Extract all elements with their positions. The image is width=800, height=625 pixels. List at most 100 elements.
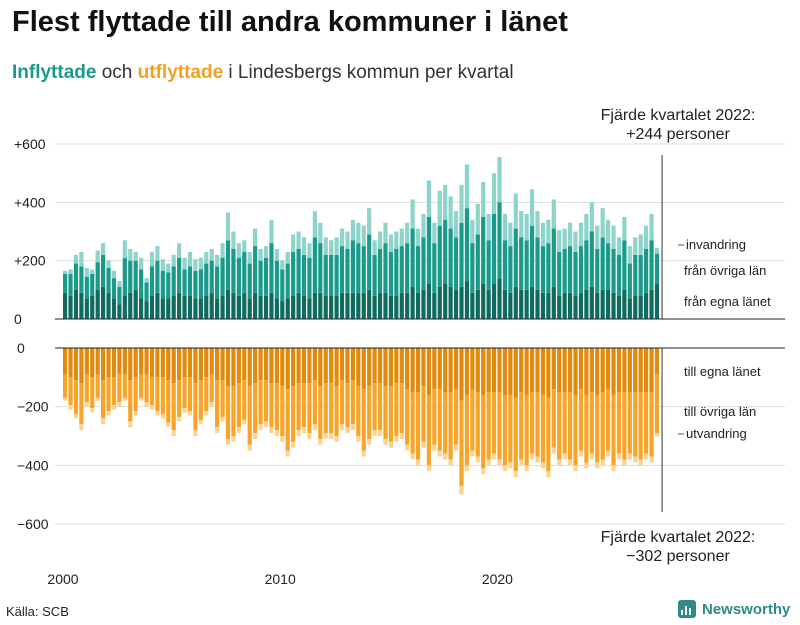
bar-out-own: [481, 348, 486, 395]
bar-out-migr: [567, 459, 573, 466]
bar-out-migr: [557, 459, 562, 466]
bar-out-own: [166, 348, 171, 381]
bar-in-own: [79, 292, 84, 319]
bar-in-own: [426, 284, 432, 319]
bar-in-other: [361, 246, 366, 293]
bar-in-migr: [399, 228, 404, 247]
bar-in-other: [491, 214, 497, 284]
bar-out-own: [388, 348, 393, 387]
bar-in-other: [524, 240, 529, 290]
bar-out-own: [312, 348, 317, 381]
bar-in-migr: [334, 237, 339, 255]
y-tick-label-out: −600: [17, 516, 49, 532]
bar-in-other: [122, 257, 127, 296]
bar-in-own: [231, 292, 236, 319]
bar-in-migr: [285, 251, 290, 264]
bar-out-migr: [231, 436, 236, 442]
bar-in-other: [73, 263, 79, 290]
bar-in-own: [627, 298, 632, 319]
series-label-in-own: från egna länet: [684, 294, 771, 309]
bar-out-other: [187, 377, 193, 412]
bar-in-migr: [421, 214, 426, 238]
bar-in-migr: [584, 214, 589, 241]
bar-out-own: [215, 348, 220, 381]
bar-in-migr: [405, 222, 410, 244]
bar-out-other: [600, 392, 605, 460]
bar-out-other: [372, 383, 377, 431]
bar-in-migr: [122, 240, 127, 258]
bar-out-migr: [399, 433, 404, 439]
bar-in-migr: [388, 234, 393, 252]
bar-in-own: [144, 301, 149, 319]
bar-out-own: [502, 348, 508, 395]
bar-out-own: [383, 348, 388, 387]
bar-out-migr: [595, 462, 600, 469]
bar-in-other: [155, 260, 160, 293]
bar-in-migr: [139, 257, 144, 270]
bar-out-other: [546, 397, 551, 472]
bar-out-migr: [220, 416, 225, 422]
bar-in-own: [95, 289, 100, 319]
bar-in-other: [633, 254, 638, 296]
annotation-bottom-line2: −302 personer: [626, 548, 730, 565]
bar-in-other: [497, 202, 502, 279]
bar-out-migr: [280, 436, 285, 442]
bar-out-migr: [627, 453, 632, 460]
bar-out-migr: [372, 430, 377, 436]
bar-out-migr: [606, 450, 611, 457]
bar-out-other: [79, 383, 84, 425]
bar-out-other: [486, 392, 491, 460]
y-tick-label-in: +200: [14, 253, 46, 269]
bar-in-own: [606, 289, 611, 319]
bar-in-migr: [540, 222, 546, 247]
bar-in-own: [128, 292, 133, 319]
bar-in-migr: [475, 203, 480, 235]
bar-out-other: [519, 392, 524, 460]
bar-in-other: [79, 266, 84, 293]
bar-in-migr: [600, 208, 605, 238]
bar-in-migr: [519, 211, 524, 238]
bar-out-own: [84, 348, 89, 375]
bar-in-migr: [356, 222, 361, 244]
bar-out-migr: [443, 453, 448, 460]
bar-in-own: [616, 295, 622, 319]
bar-in-other: [611, 249, 616, 293]
bar-out-other: [63, 374, 68, 398]
bar-out-other: [117, 374, 122, 403]
bar-in-own: [486, 289, 491, 319]
bar-out-other: [383, 386, 388, 439]
bar-in-other: [644, 249, 649, 293]
bar-out-other: [540, 394, 546, 463]
bar-in-migr: [177, 243, 182, 258]
bar-out-other: [622, 392, 627, 460]
bar-out-other: [470, 389, 475, 451]
bar-in-migr: [453, 211, 459, 238]
bar-out-own: [193, 348, 198, 384]
bar-in-other: [540, 246, 546, 293]
bar-out-own: [117, 348, 122, 375]
bar-out-own: [285, 348, 290, 390]
bar-out-other: [220, 380, 225, 417]
bar-in-own: [301, 295, 307, 319]
bar-out-other: [171, 383, 176, 431]
bar-out-own: [160, 348, 165, 378]
bar-out-migr: [111, 405, 117, 410]
chart-subtitle: Inflyttade och utflyttade i Lindesbergs …: [12, 62, 514, 84]
bar-in-migr: [459, 184, 464, 223]
bar-out-migr: [307, 433, 312, 439]
bar-in-own: [415, 292, 421, 319]
bar-in-migr: [166, 263, 171, 273]
bar-in-other: [106, 267, 111, 293]
bar-out-own: [90, 348, 95, 378]
bar-out-migr: [139, 397, 144, 401]
bar-out-migr: [459, 485, 464, 495]
bar-out-own: [63, 348, 68, 375]
bar-in-own: [361, 292, 366, 319]
bar-in-own: [215, 298, 220, 319]
bar-out-own: [139, 348, 144, 375]
bar-out-own: [220, 348, 225, 381]
bar-out-other: [312, 380, 317, 425]
brand-name: Newsworthy: [702, 600, 791, 618]
bar-out-migr: [481, 468, 486, 475]
bar-out-migr: [644, 453, 649, 460]
